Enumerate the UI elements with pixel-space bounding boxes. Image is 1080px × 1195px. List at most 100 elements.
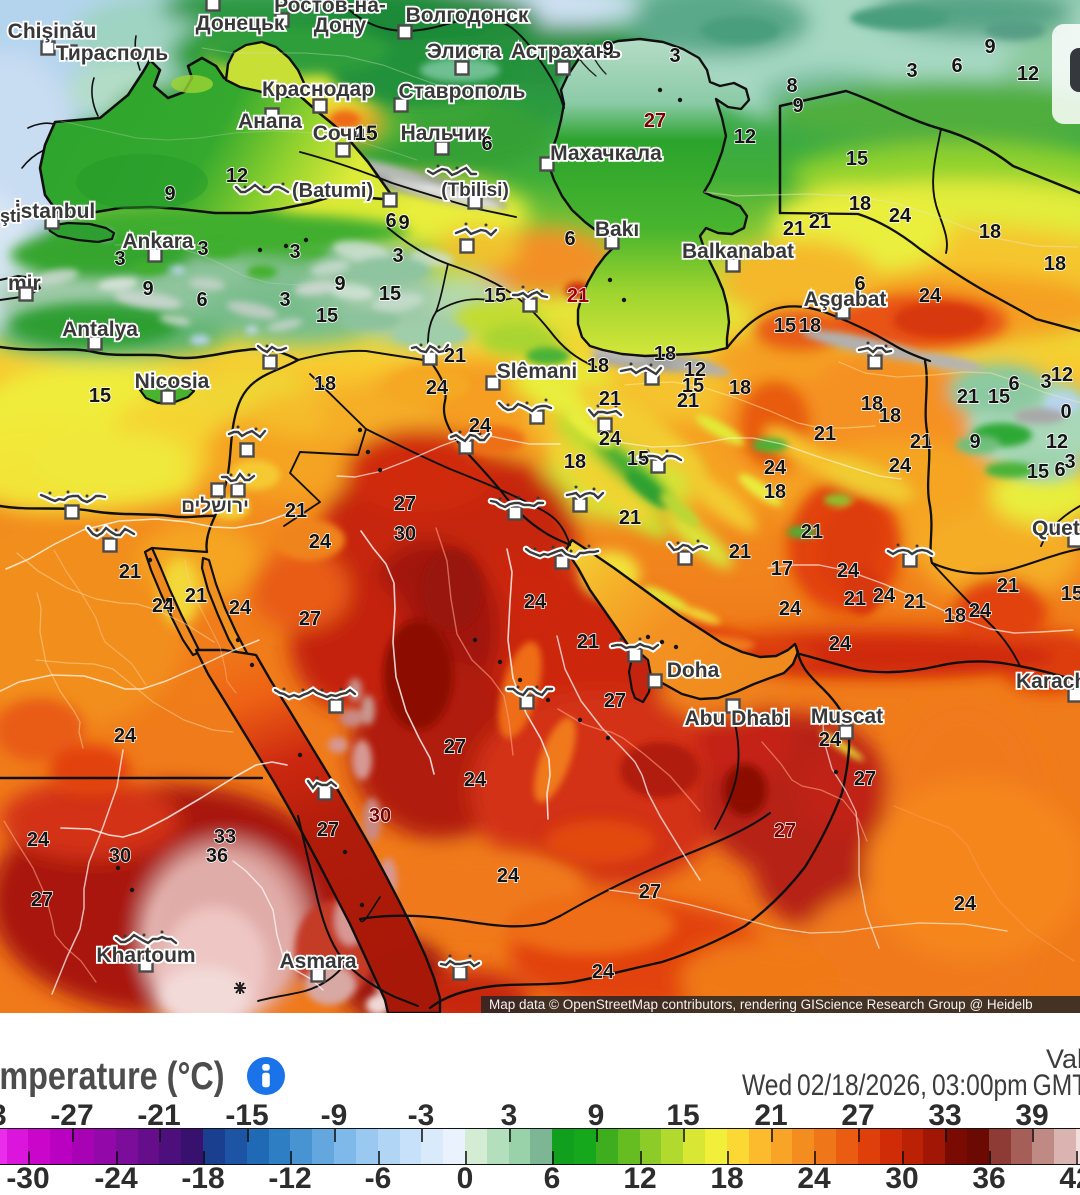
svg-text:18: 18 [861, 393, 883, 415]
svg-text:15: 15 [316, 305, 338, 327]
svg-text:15: 15 [354, 122, 378, 145]
svg-text:30: 30 [394, 523, 416, 545]
svg-text:15: 15 [89, 385, 111, 407]
svg-text:21: 21 [619, 507, 641, 529]
svg-text:27: 27 [854, 768, 876, 790]
svg-text:21: 21 [567, 285, 589, 307]
svg-text:15: 15 [379, 283, 401, 305]
svg-text:24: 24 [27, 829, 50, 851]
svg-text:21: 21 [599, 388, 621, 410]
svg-text:Тирасполь: Тирасполь [56, 42, 168, 65]
svg-text:21: 21 [997, 575, 1019, 597]
svg-text:21: 21 [904, 591, 926, 613]
svg-text:24: 24 [426, 377, 449, 399]
svg-text:9: 9 [398, 212, 409, 234]
svg-text:24: 24 [152, 595, 175, 617]
svg-text:6: 6 [481, 133, 492, 155]
svg-text:18: 18 [314, 373, 336, 395]
svg-text:8: 8 [786, 75, 797, 97]
svg-text:21: 21 [957, 386, 979, 408]
svg-text:Slêmani: Slêmani [497, 360, 578, 383]
svg-text:15: 15 [846, 148, 868, 170]
svg-text:0: 0 [1060, 401, 1071, 423]
svg-text:24: 24 [592, 961, 615, 983]
svg-text:24: 24 [837, 560, 860, 582]
svg-text:27: 27 [317, 819, 339, 841]
svg-text:15: 15 [988, 386, 1010, 408]
svg-text:Asmara: Asmara [279, 950, 356, 973]
svg-text:21: 21 [285, 500, 307, 522]
svg-text:21: 21 [677, 390, 699, 412]
svg-text:Aşgabat: Aşgabat [804, 288, 887, 311]
svg-text:3: 3 [197, 238, 208, 260]
svg-text:24: 24 [599, 428, 622, 450]
svg-text:21: 21 [119, 561, 141, 583]
svg-text:18: 18 [764, 481, 786, 503]
svg-text:Махачкала: Махачкала [550, 142, 662, 165]
svg-text:ירושלים: ירושלים [181, 496, 249, 517]
svg-text:6: 6 [385, 210, 396, 232]
svg-text:21: 21 [809, 211, 831, 233]
svg-text:36: 36 [206, 845, 228, 867]
svg-text:21: 21 [444, 345, 466, 367]
svg-text:24: 24 [469, 415, 492, 437]
svg-text:6: 6 [854, 273, 865, 295]
svg-text:27: 27 [639, 881, 661, 903]
svg-text:3: 3 [1040, 371, 1051, 393]
svg-text:33: 33 [214, 826, 236, 848]
svg-text:6: 6 [951, 55, 962, 77]
svg-text:12: 12 [1051, 364, 1073, 386]
svg-text:Сочи: Сочи [313, 122, 366, 145]
svg-text:15: 15 [682, 375, 704, 397]
svg-text:9: 9 [792, 95, 803, 117]
svg-text:21: 21 [783, 218, 805, 240]
svg-text:Balkanabat: Balkanabat [682, 240, 794, 263]
svg-text:Karachi: Karachi [1016, 670, 1080, 693]
svg-text:3: 3 [669, 45, 680, 67]
svg-text:18: 18 [654, 343, 676, 365]
svg-text:(Batumi): (Batumi) [292, 180, 373, 202]
svg-text:Анапа: Анапа [238, 110, 302, 133]
svg-text:24: 24 [524, 591, 547, 613]
svg-text:Ростов-на-: Ростов-на- [274, 0, 386, 17]
svg-text:21: 21 [729, 541, 751, 563]
svg-text:18: 18 [1044, 253, 1066, 275]
svg-text:30: 30 [109, 845, 131, 867]
svg-text:9: 9 [969, 431, 980, 453]
svg-text:6: 6 [564, 228, 575, 250]
svg-text:Chişinău: Chişinău [8, 20, 97, 43]
svg-text:6: 6 [1008, 373, 1019, 395]
svg-text:Дону: Дону [314, 14, 367, 37]
svg-text:27: 27 [774, 820, 796, 842]
svg-text:3: 3 [906, 60, 917, 82]
svg-text:9: 9 [164, 183, 175, 205]
svg-text:12: 12 [226, 165, 248, 187]
svg-text:Ставрополь: Ставрополь [399, 80, 526, 103]
svg-text:9: 9 [602, 38, 613, 60]
svg-text:12: 12 [1017, 63, 1039, 85]
svg-text:27: 27 [394, 493, 416, 515]
svg-text:24: 24 [114, 725, 137, 747]
svg-text:18: 18 [587, 355, 609, 377]
svg-text:15: 15 [1027, 461, 1049, 483]
svg-text:3: 3 [1064, 451, 1075, 473]
svg-text:15: 15 [627, 448, 649, 470]
svg-text:18: 18 [729, 377, 751, 399]
svg-text:15: 15 [1061, 583, 1080, 605]
svg-text:şti: şti [0, 206, 21, 226]
svg-text:24: 24 [919, 285, 942, 307]
svg-text:21: 21 [814, 423, 836, 445]
svg-text:Элиста: Элиста [427, 40, 502, 63]
svg-text:21: 21 [577, 631, 599, 653]
svg-text:6: 6 [196, 289, 207, 311]
svg-text:24: 24 [954, 893, 977, 915]
svg-text:24: 24 [829, 633, 852, 655]
svg-text:12: 12 [1046, 431, 1068, 453]
svg-text:27: 27 [644, 110, 666, 132]
svg-text:24: 24 [764, 457, 787, 479]
svg-text:9: 9 [142, 278, 153, 300]
svg-text:Ankara: Ankara [122, 230, 194, 253]
svg-text:18: 18 [564, 451, 586, 473]
svg-text:24: 24 [464, 769, 487, 791]
svg-text:24: 24 [309, 531, 332, 553]
